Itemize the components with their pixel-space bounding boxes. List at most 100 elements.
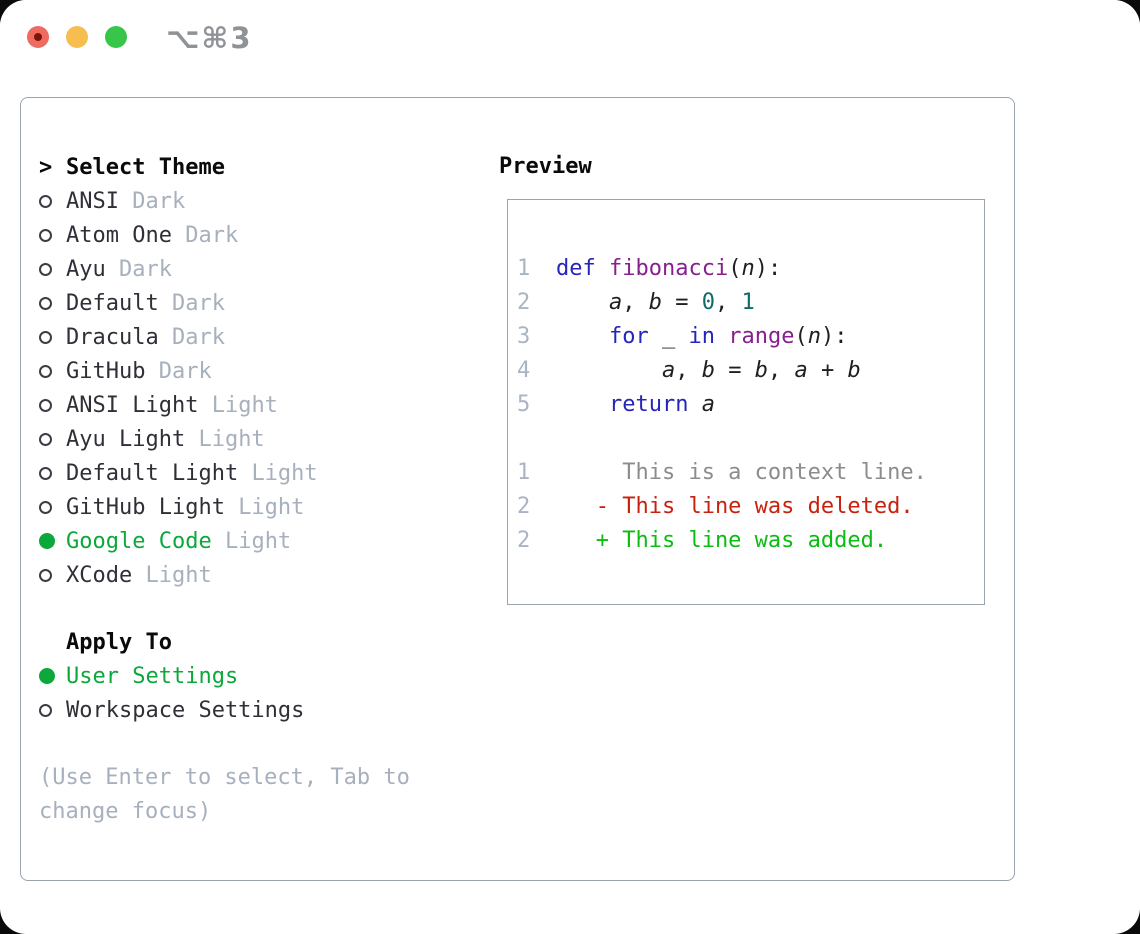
marker-column	[39, 466, 66, 480]
theme-name: Default	[66, 290, 172, 316]
theme-name: ANSI Light	[66, 392, 212, 418]
radio-icon	[39, 262, 52, 276]
apply-option-label: Workspace Settings	[66, 697, 305, 723]
diff-line-context: 1 This is a context line.	[517, 455, 984, 489]
theme-item-ayu-light[interactable]: Ayu Light Light	[39, 422, 318, 456]
apply-option-user-settings[interactable]: User Settings	[39, 659, 304, 693]
minimize-button[interactable]	[66, 26, 88, 48]
code-line: 1 def fibonacci(n):	[517, 251, 984, 285]
theme-variant-badge: Light	[211, 392, 278, 418]
code-line: 4 a, b = b, a + b	[517, 353, 984, 387]
marker-column	[39, 398, 66, 412]
theme-name: Google Code	[66, 528, 225, 554]
line-number: 2	[517, 527, 531, 553]
theme-variant-badge: Dark	[132, 188, 186, 214]
diff-line-added: 2 + This line was added.	[517, 523, 984, 557]
theme-name: ANSI	[66, 188, 133, 214]
radio-icon	[39, 500, 52, 514]
theme-item-ansi[interactable]: ANSI Dark	[39, 184, 318, 218]
theme-name: Ayu	[66, 256, 119, 282]
title-bar: ⌥⌘3	[0, 0, 1140, 75]
marker-column	[39, 364, 66, 378]
theme-item-ayu[interactable]: Ayu Dark	[39, 252, 318, 286]
theme-name: Dracula	[66, 324, 172, 350]
window-title-shortcut: ⌥⌘3	[166, 21, 253, 55]
theme-item-google-code[interactable]: Google Code Light	[39, 524, 318, 558]
theme-item-atom-one[interactable]: Atom One Dark	[39, 218, 318, 252]
line-content: This is a context line.	[556, 459, 927, 485]
marker-column	[39, 533, 66, 549]
radio-selected-icon	[39, 533, 55, 549]
theme-name: Ayu Light	[66, 426, 199, 452]
code-line: 2 a, b = 0, 1	[517, 285, 984, 319]
theme-name: Atom One	[66, 222, 186, 248]
marker-column	[39, 500, 66, 514]
theme-variant-badge: Dark	[158, 358, 212, 384]
theme-item-dracula[interactable]: Dracula Dark	[39, 320, 318, 354]
theme-name: GitHub	[66, 358, 159, 384]
radio-icon	[39, 330, 52, 344]
theme-variant-badge: Light	[251, 460, 318, 486]
marker-column	[39, 432, 66, 446]
radio-icon	[39, 296, 52, 310]
theme-variant-badge: Dark	[171, 324, 225, 350]
line-content: a, b = 0, 1	[608, 289, 755, 315]
marker-column	[39, 296, 66, 310]
radio-icon	[39, 228, 52, 242]
theme-item-xcode[interactable]: XCode Light	[39, 558, 318, 592]
line-number: 1	[517, 255, 531, 281]
blank-line	[517, 421, 984, 455]
line-content: a, b = b, a + b	[661, 357, 861, 383]
theme-list-header-row: > Select Theme	[39, 150, 318, 184]
line-content: return a	[608, 391, 715, 417]
apply-option-workspace-settings[interactable]: Workspace Settings	[39, 693, 304, 727]
code-line: 3 for _ in range(n):	[517, 319, 984, 353]
apply-to-section: Apply To User Settings Workspace Settings	[39, 625, 304, 727]
theme-item-github[interactable]: GitHub Dark	[39, 354, 318, 388]
radio-icon	[39, 364, 52, 378]
theme-name: XCode	[66, 562, 146, 588]
apply-to-header-row: Apply To	[39, 625, 304, 659]
line-number: 4	[517, 357, 531, 383]
marker-column	[39, 228, 66, 242]
radio-icon	[39, 703, 52, 717]
prompt-icon: >	[39, 154, 53, 180]
line-content: def fibonacci(n):	[556, 255, 782, 281]
theme-variant-badge: Light	[224, 528, 292, 554]
line-number: 2	[517, 493, 531, 519]
marker-column: >	[39, 155, 66, 180]
apply-option-label: User Settings	[66, 663, 239, 689]
radio-icon	[39, 398, 52, 412]
marker-column	[39, 668, 66, 684]
theme-item-ansi-light[interactable]: ANSI Light Light	[39, 388, 318, 422]
theme-list-title: Select Theme	[66, 154, 225, 180]
marker-column	[39, 703, 66, 717]
marker-column	[39, 194, 66, 208]
theme-variant-badge: Dark	[185, 222, 239, 248]
radio-selected-icon	[39, 668, 55, 684]
theme-variant-badge: Dark	[118, 256, 172, 282]
radio-icon	[39, 568, 52, 582]
apply-to-title: Apply To	[66, 629, 172, 655]
theme-variant-badge: Light	[145, 562, 212, 588]
help-text: (Use Enter to select, Tab to change focu…	[39, 765, 410, 824]
line-content: - This line was deleted.	[556, 493, 914, 519]
marker-column	[39, 330, 66, 344]
line-number: 5	[517, 391, 531, 417]
close-button[interactable]	[27, 26, 49, 48]
radio-icon	[39, 194, 52, 208]
line-number: 3	[517, 323, 531, 349]
preview-title: Preview	[499, 154, 592, 179]
diff-line-deleted: 2 - This line was deleted.	[517, 489, 984, 523]
theme-name: GitHub Light	[66, 494, 239, 520]
marker-column	[39, 262, 66, 276]
code-line: 5 return a	[517, 387, 984, 421]
theme-variant-badge: Light	[238, 494, 305, 520]
theme-variant-badge: Light	[198, 426, 265, 452]
theme-item-default-light[interactable]: Default Light Light	[39, 456, 318, 490]
radio-icon	[39, 432, 52, 446]
theme-item-github-light[interactable]: GitHub Light Light	[39, 490, 318, 524]
maximize-button[interactable]	[105, 26, 127, 48]
theme-item-default[interactable]: Default Dark	[39, 286, 318, 320]
